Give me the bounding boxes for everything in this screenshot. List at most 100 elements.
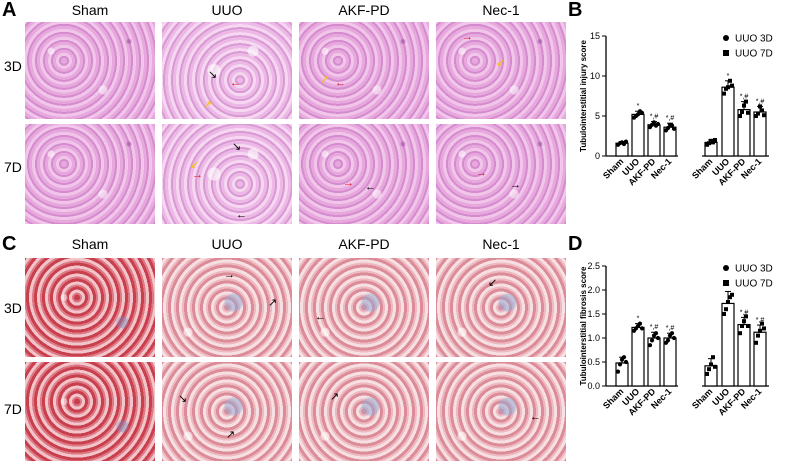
- data-point: [738, 331, 742, 336]
- bar: [615, 362, 629, 387]
- masson-image-nec-1-7d: [436, 362, 566, 461]
- data-point: [728, 295, 732, 300]
- data-point: [730, 83, 734, 88]
- y-tick-label: 1.0: [587, 333, 600, 343]
- he-image-uuo-3d: [162, 22, 292, 119]
- data-point: [762, 326, 766, 331]
- bar: [721, 86, 735, 157]
- legend-marker: [723, 50, 729, 56]
- data-point: [655, 335, 661, 341]
- significance-label: *,#: [666, 115, 675, 122]
- yellow-arrow-icon: ↗: [203, 99, 213, 111]
- data-point: [665, 125, 671, 131]
- significance-label: *: [637, 316, 640, 323]
- significance-label: *,#: [740, 309, 749, 316]
- black-arrow-icon: ↗: [330, 391, 340, 403]
- masson-image-uuo-7d: [162, 362, 292, 461]
- he-image-sham-3d: [25, 22, 155, 119]
- col-header-sham: Sham: [71, 236, 109, 252]
- significance-label: *,#: [756, 317, 765, 324]
- black-arrow-icon: ↙: [488, 277, 498, 289]
- col-header-akf-pd: AKF-PD: [338, 2, 390, 18]
- he-image-akf-pd-7d: [299, 124, 429, 224]
- bar: [647, 124, 661, 157]
- y-tick-label: 1.5: [587, 309, 600, 319]
- y-tick-label: 0.0: [587, 381, 600, 391]
- black-arrow-icon: ←: [236, 209, 247, 221]
- masson-image-sham-3d: [25, 258, 155, 357]
- data-point: [746, 110, 750, 115]
- legend-marker: [723, 35, 729, 41]
- col-header-nec-1: Nec-1: [482, 236, 520, 252]
- significance-label: *,#: [740, 94, 749, 101]
- data-point: [669, 123, 675, 128]
- data-point: [760, 108, 764, 113]
- data-point: [669, 331, 675, 336]
- data-point: [651, 120, 657, 125]
- black-arrow-icon: ←: [365, 181, 376, 193]
- y-tick-label: 0: [595, 151, 600, 161]
- panel-label-a: A: [2, 0, 17, 21]
- col-header-nec-1: Nec-1: [482, 2, 520, 18]
- data-point: [615, 369, 621, 374]
- data-point: [671, 126, 677, 131]
- black-arrow-icon: ↘: [178, 393, 188, 405]
- data-point: [722, 91, 726, 96]
- data-point: [740, 324, 744, 328]
- panel-label-c: C: [2, 233, 17, 255]
- data-point: [623, 139, 629, 144]
- data-point: [621, 355, 627, 360]
- y-tick-label: 10: [590, 71, 600, 81]
- black-arrow-icon: ↘: [208, 69, 218, 81]
- data-point: [711, 140, 715, 145]
- data-point: [707, 367, 711, 372]
- col-header-uuo: UUO: [211, 236, 243, 252]
- data-point: [709, 362, 713, 367]
- data-point: [744, 314, 748, 319]
- significance-label: *,#: [666, 325, 675, 332]
- y-tick-label: 15: [590, 31, 600, 41]
- red-arrow-icon: ←: [230, 77, 241, 89]
- data-point: [724, 307, 728, 312]
- masson-image-sham-7d: [25, 362, 155, 461]
- yellow-arrow-icon: ↙: [190, 159, 200, 171]
- data-point: [713, 364, 717, 369]
- bar: [631, 326, 645, 387]
- panel-label-b: B: [568, 0, 583, 21]
- data-point: [722, 312, 726, 316]
- red-arrow-icon: →: [476, 167, 487, 179]
- y-tick-label: 0.5: [587, 357, 600, 367]
- data-point: [649, 338, 655, 343]
- data-point: [762, 113, 766, 118]
- masson-image-akf-pd-7d: [299, 362, 429, 461]
- he-image-nec-1-7d: [436, 124, 566, 224]
- data-point: [655, 121, 661, 127]
- data-point: [707, 141, 711, 146]
- legend-label: UUO 7D: [735, 49, 773, 60]
- masson-image-nec-1-3d: [436, 258, 566, 357]
- data-point: [639, 110, 645, 115]
- significance-label: *: [637, 103, 640, 110]
- he-image-nec-1-3d: [436, 22, 566, 119]
- row-header-7d: 7D: [4, 401, 22, 417]
- data-point: [623, 359, 629, 365]
- black-arrow-icon: ↘: [232, 141, 242, 153]
- legend-marker: [723, 280, 729, 286]
- y-tick-label: 2.5: [587, 261, 600, 271]
- data-point: [738, 114, 742, 118]
- bar: [753, 111, 767, 157]
- data-point: [760, 321, 764, 326]
- data-point: [742, 103, 746, 108]
- significance-label: *,#: [650, 324, 659, 331]
- legend-label: UUO 3D: [735, 34, 773, 45]
- red-arrow-icon: →: [343, 177, 354, 189]
- col-header-sham: Sham: [71, 2, 109, 18]
- black-arrow-icon: ↗: [226, 429, 236, 441]
- data-point: [711, 355, 715, 360]
- row-header-7d: 7D: [4, 159, 22, 175]
- yellow-arrow-icon: ↗: [320, 74, 330, 86]
- data-point: [740, 110, 744, 114]
- he-image-sham-7d: [25, 124, 155, 224]
- data-point: [756, 333, 760, 338]
- data-point: [758, 328, 762, 333]
